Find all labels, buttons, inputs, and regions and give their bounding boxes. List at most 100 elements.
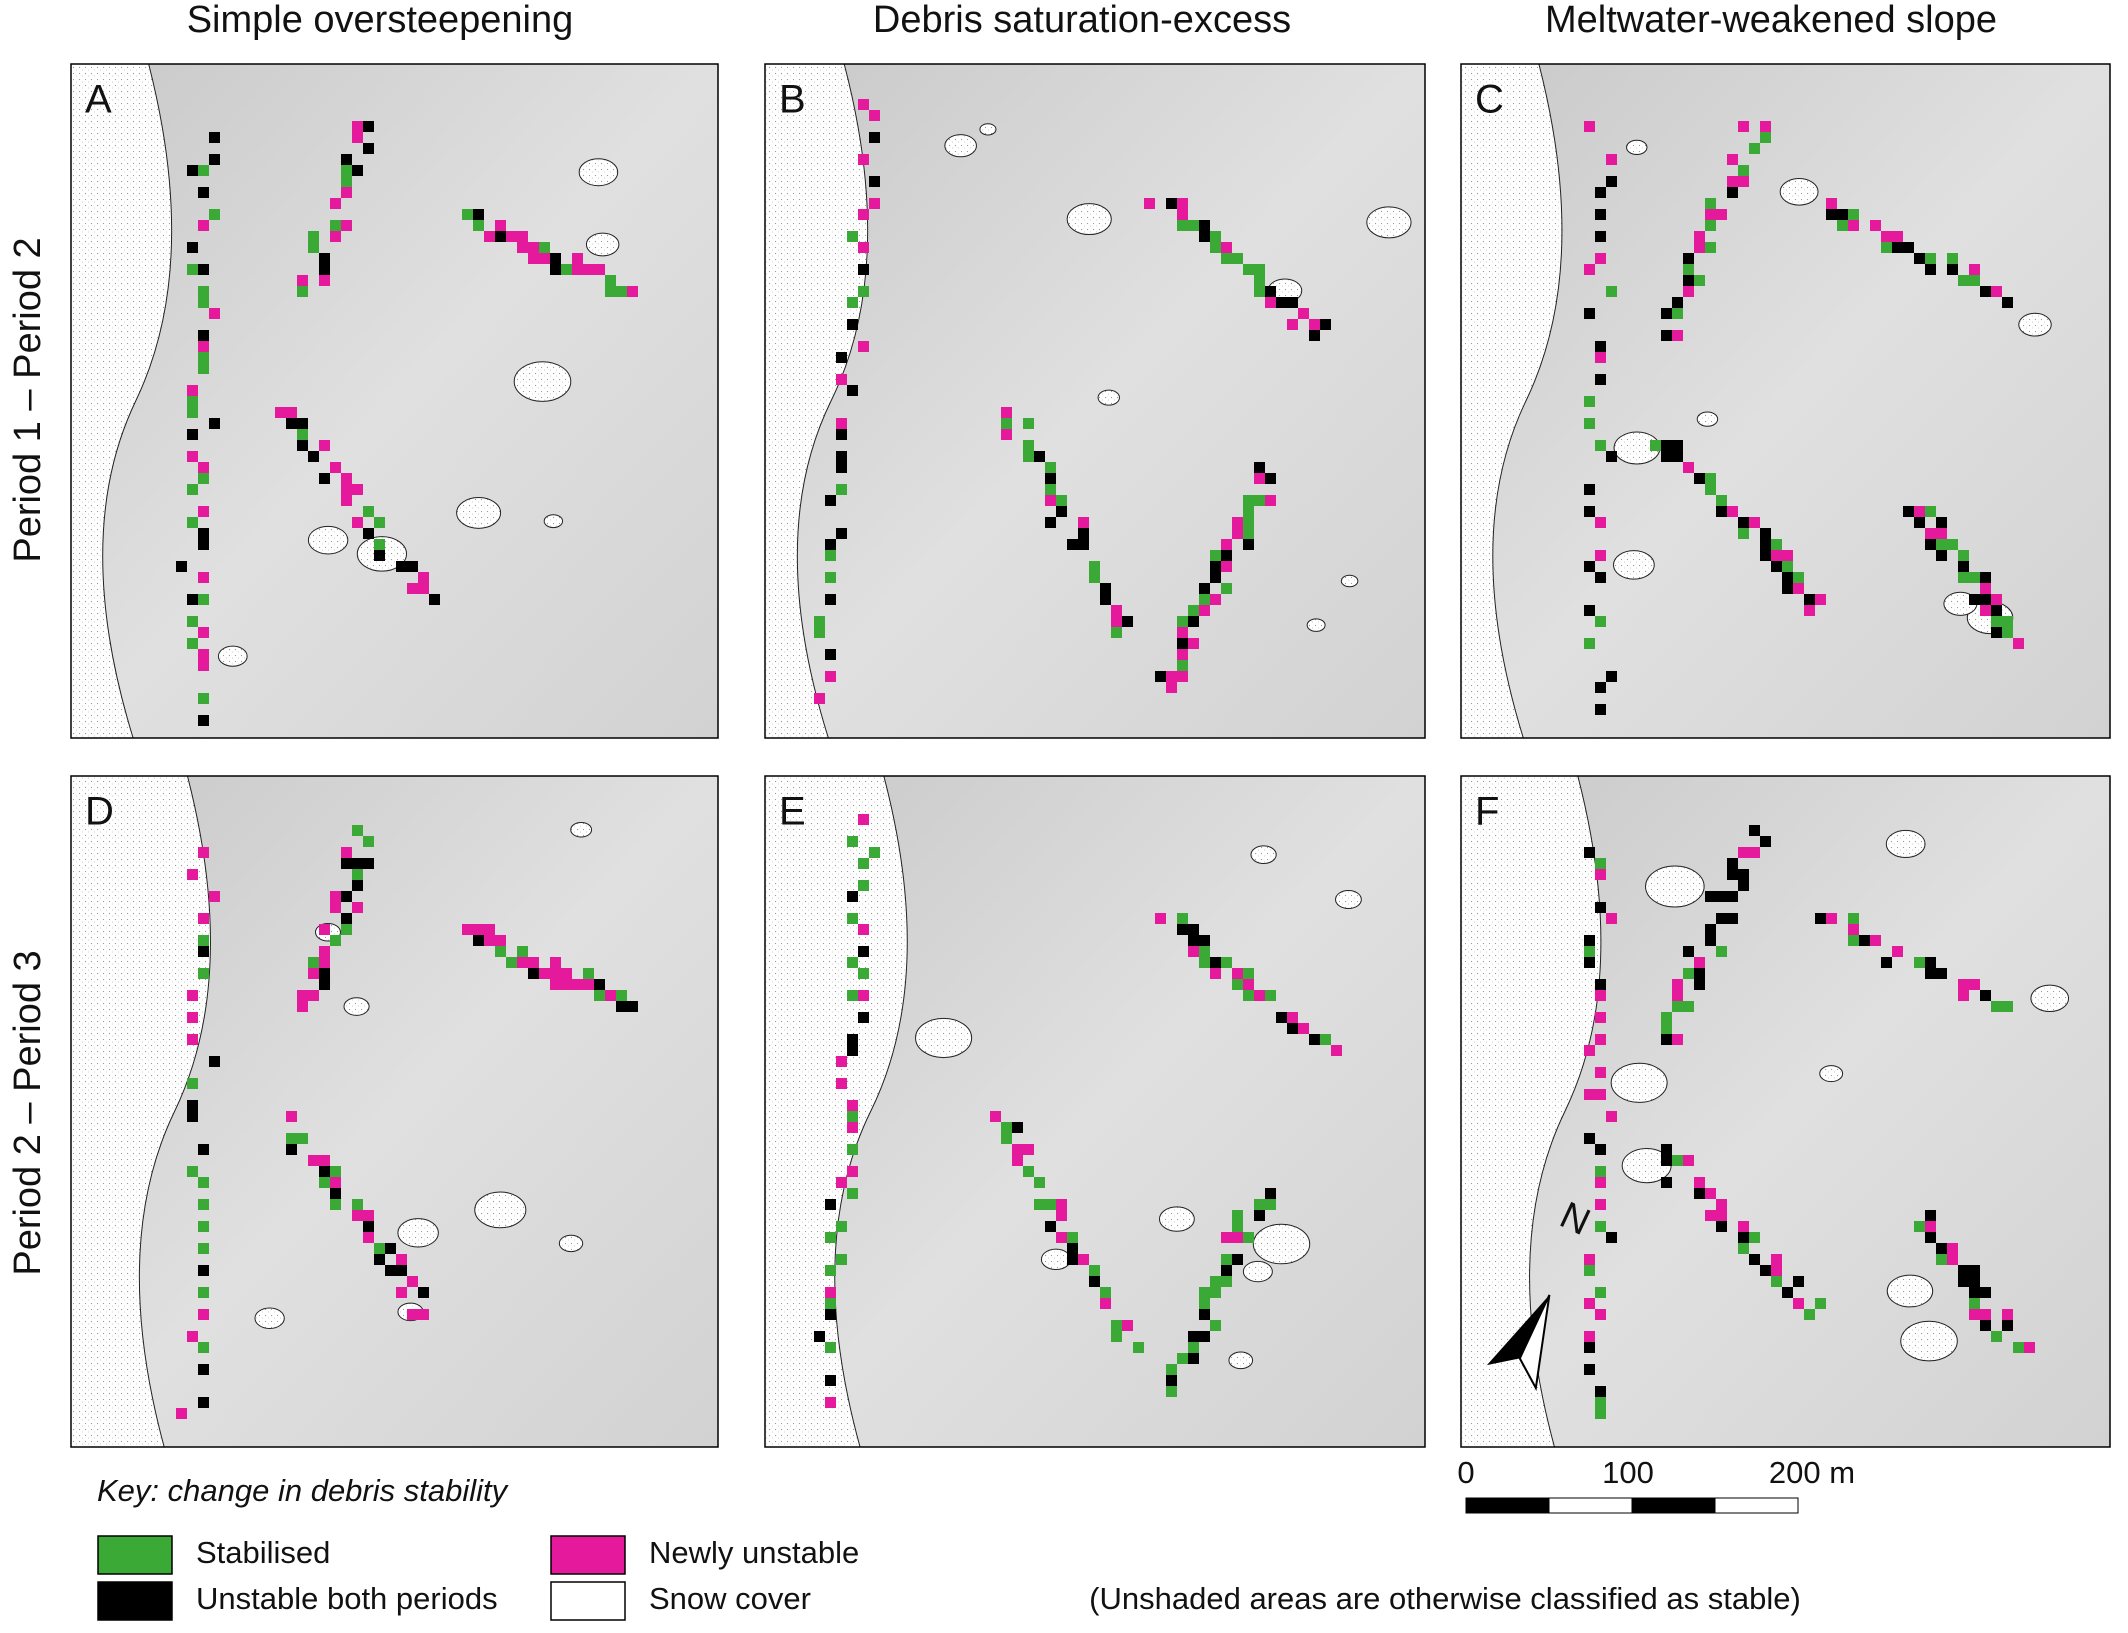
change-pixel xyxy=(1265,1199,1276,1210)
change-pixel xyxy=(1584,1265,1595,1276)
snow-patch xyxy=(254,1307,285,1329)
change-pixel xyxy=(1947,253,1958,264)
change-pixel xyxy=(847,1188,858,1199)
change-pixel xyxy=(1232,517,1243,528)
change-pixel xyxy=(1210,1320,1221,1331)
change-pixel xyxy=(1661,1034,1672,1045)
legend-swatch xyxy=(550,1581,626,1621)
change-pixel xyxy=(187,616,198,627)
change-pixel xyxy=(825,1375,836,1386)
change-pixel xyxy=(330,220,341,231)
change-pixel xyxy=(616,286,627,297)
change-pixel xyxy=(1595,1199,1606,1210)
change-pixel xyxy=(1716,913,1727,924)
change-pixel xyxy=(847,990,858,1001)
change-pixel xyxy=(572,979,583,990)
change-pixel xyxy=(1958,561,1969,572)
change-pixel xyxy=(1991,1331,2002,1342)
scale-bar xyxy=(1465,1497,1799,1514)
change-pixel xyxy=(1991,627,2002,638)
change-pixel xyxy=(484,924,495,935)
snow-patch xyxy=(1242,1260,1273,1283)
change-pixel xyxy=(374,1254,385,1265)
change-pixel xyxy=(1760,550,1771,561)
change-pixel xyxy=(825,1232,836,1243)
snow-patch xyxy=(343,997,370,1016)
change-pixel xyxy=(1584,1133,1595,1144)
change-pixel xyxy=(1848,924,1859,935)
change-pixel xyxy=(1914,957,1925,968)
change-pixel xyxy=(308,231,319,242)
change-pixel xyxy=(352,1210,363,1221)
change-pixel xyxy=(1056,1199,1067,1210)
change-pixel xyxy=(319,440,330,451)
change-pixel xyxy=(1793,572,1804,583)
change-pixel xyxy=(1595,231,1606,242)
change-pixel xyxy=(418,572,429,583)
change-pixel xyxy=(825,649,836,660)
change-pixel xyxy=(1705,1188,1716,1199)
change-pixel xyxy=(2024,1342,2035,1353)
change-pixel xyxy=(1188,935,1199,946)
change-pixel xyxy=(1188,220,1199,231)
change-pixel xyxy=(1584,121,1595,132)
change-pixel xyxy=(1969,275,1980,286)
change-pixel xyxy=(847,1034,858,1045)
change-pixel xyxy=(187,242,198,253)
change-pixel xyxy=(1969,1309,1980,1320)
change-pixel xyxy=(198,1342,209,1353)
change-pixel xyxy=(1771,1276,1782,1287)
change-pixel xyxy=(1716,1199,1727,1210)
change-pixel xyxy=(1595,1397,1606,1408)
change-pixel xyxy=(187,484,198,495)
change-pixel xyxy=(1595,1386,1606,1397)
snow-area xyxy=(1460,63,1563,739)
change-pixel xyxy=(1595,1408,1606,1419)
change-pixel xyxy=(1584,1298,1595,1309)
column-title: Debris saturation-excess xyxy=(873,0,1291,41)
change-pixel xyxy=(341,220,352,231)
change-pixel xyxy=(1661,1144,1672,1155)
change-pixel xyxy=(1232,979,1243,990)
change-pixel xyxy=(341,858,352,869)
change-pixel xyxy=(1056,1232,1067,1243)
change-pixel xyxy=(1023,451,1034,462)
change-pixel xyxy=(1089,1265,1100,1276)
change-pixel xyxy=(319,1155,330,1166)
change-pixel xyxy=(341,495,352,506)
change-pixel xyxy=(1232,968,1243,979)
change-pixel xyxy=(2002,627,2013,638)
change-pixel xyxy=(1254,1199,1265,1210)
change-pixel xyxy=(1243,1232,1254,1243)
change-pixel xyxy=(1221,1254,1232,1265)
change-pixel xyxy=(1166,198,1177,209)
change-pixel xyxy=(1265,297,1276,308)
change-pixel xyxy=(374,550,385,561)
change-pixel xyxy=(209,1056,220,1067)
change-pixel xyxy=(1672,297,1683,308)
change-pixel xyxy=(1188,638,1199,649)
change-pixel xyxy=(1716,1221,1727,1232)
change-pixel xyxy=(1958,275,1969,286)
change-pixel xyxy=(1705,891,1716,902)
change-pixel xyxy=(473,924,484,935)
change-pixel xyxy=(1749,1232,1760,1243)
change-pixel xyxy=(1001,1122,1012,1133)
change-pixel xyxy=(1177,660,1188,671)
change-pixel xyxy=(1595,1221,1606,1232)
change-pixel xyxy=(858,242,869,253)
change-pixel xyxy=(825,1287,836,1298)
change-pixel xyxy=(1936,528,1947,539)
change-pixel xyxy=(1771,1265,1782,1276)
change-pixel xyxy=(1595,187,1606,198)
change-pixel xyxy=(1221,1276,1232,1287)
change-pixel xyxy=(1276,1012,1287,1023)
change-pixel xyxy=(1958,1265,1969,1276)
change-pixel xyxy=(1584,638,1595,649)
change-pixel xyxy=(187,990,198,1001)
change-pixel xyxy=(187,1034,198,1045)
row-label: Period 1 – Period 2 xyxy=(7,237,49,562)
change-pixel xyxy=(825,495,836,506)
change-pixel xyxy=(1936,539,1947,550)
change-pixel xyxy=(825,1199,836,1210)
